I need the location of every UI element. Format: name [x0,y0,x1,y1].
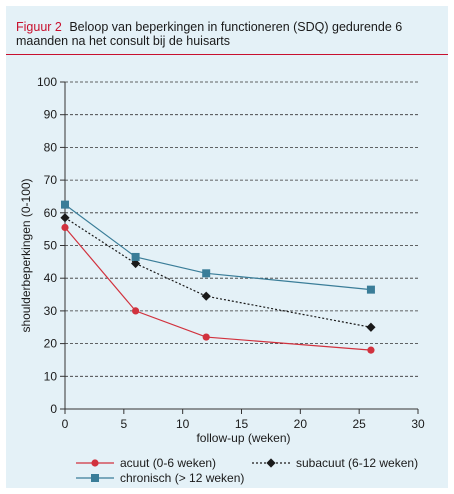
figure-title: Beloop van beperkingen in functioneren (… [16,20,403,48]
legend: acuut (0-6 weken) subacuut (6-12 weken) ch… [76,456,418,485]
x-tick-label: 30 [411,417,425,431]
legend-marker-chronisch [91,474,99,482]
x-tick-label: 5 [120,417,127,431]
x-tick-label: 25 [352,417,366,431]
figure-panel: Figuur 2 Beloop van beperkingen in funct… [6,6,448,488]
series-line-chronisch [64,204,371,291]
y-tick-label: 60 [44,206,58,220]
y-tick-label: 50 [44,239,58,253]
legend-item-acuut: acuut (0-6 weken) [76,456,216,470]
series-line-subacuut [64,217,372,328]
figure-label: Figuur 2 [16,20,62,34]
caption-divider [6,54,448,55]
y-tick-label: 0 [50,402,57,416]
data-point-acuut [202,333,210,341]
data-point-chronisch [202,269,211,278]
grid-lines [65,81,418,377]
x-tick-label: 10 [176,417,190,431]
legend-item-subacuut: subacuut (6-12 weken) [252,456,418,470]
data-point-acuut [61,223,69,232]
series-subacuut [60,213,376,332]
figure-caption: Figuur 2 Beloop van beperkingen in funct… [16,20,436,48]
series-group [60,200,376,354]
y-tick-label: 70 [44,173,58,187]
data-point-subacuut [366,322,376,332]
x-tick-label: 0 [62,417,69,431]
legend-label-chronisch: chronisch (> 12 weken) [120,471,244,485]
y-tick-label: 30 [44,304,58,318]
data-point-subacuut [201,291,211,301]
y-tick-label: 90 [44,108,58,122]
y-tick-label: 10 [44,369,58,383]
series-acuut [61,223,375,354]
series-chronisch [61,200,375,294]
data-point-acuut [367,346,375,354]
legend-label-acuut: acuut (0-6 weken) [120,456,216,470]
x-tick-label: 15 [235,417,249,431]
legend-marker-subacuut [266,458,276,468]
y-tick-label: 100 [37,75,57,89]
y-axis-title: shoulderbeperkingen (0-100) [19,178,33,332]
data-point-subacuut [131,258,141,269]
y-tick-label: 40 [44,271,58,285]
data-point-acuut [132,307,140,315]
line-chart: 0 10 20 30 40 50 60 70 80 90 100 0 5 10 15 20 25 30 follow… [19,75,425,485]
data-point-subacuut [60,213,70,223]
series-line-acuut [64,227,371,351]
legend-label-subacuut: subacuut (6-12 weken) [296,456,418,470]
legend-item-chronisch: chronisch (> 12 weken) [76,471,244,485]
data-point-chronisch [131,252,140,261]
x-tick-label: 20 [294,417,308,431]
y-tick-label: 20 [44,337,58,351]
legend-marker-acuut [91,459,99,467]
y-tick-label: 80 [44,140,58,154]
axes: 0 10 20 30 40 50 60 70 80 90 100 0 5 10 15 20 25 30 follow… [19,75,425,445]
data-point-chronisch [366,285,375,294]
data-point-chronisch [61,200,69,209]
x-axis-title: follow-up (weken) [196,431,290,445]
